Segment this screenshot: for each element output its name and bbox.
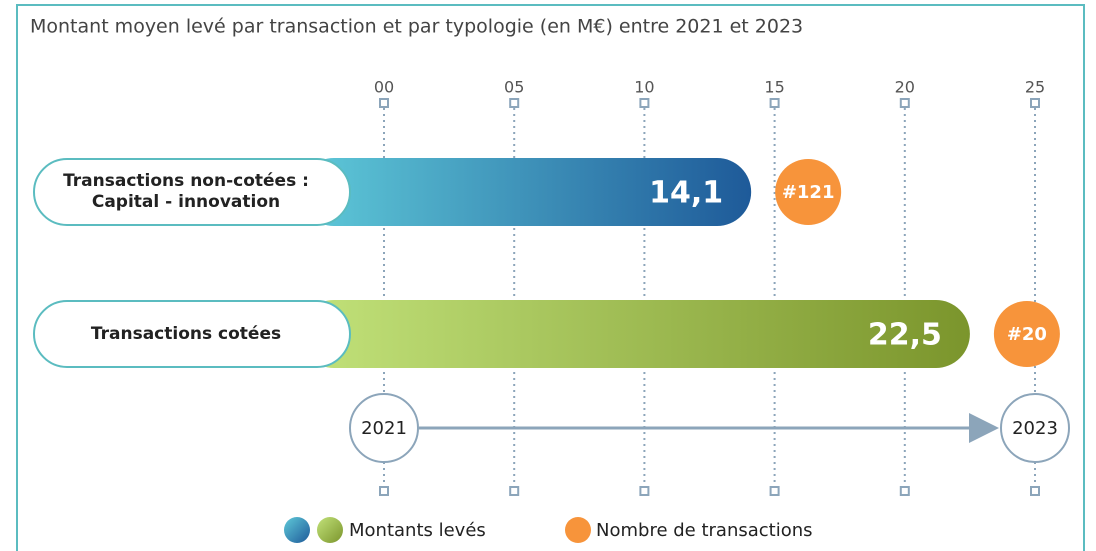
tick-mark: [769, 486, 780, 496]
bar: [300, 300, 970, 368]
count-circle: [775, 159, 842, 225]
x-tick-label: 05: [504, 78, 524, 97]
tick-mark: [639, 98, 650, 108]
tick-mark: [1030, 486, 1040, 496]
value-label: 22,5: [868, 318, 942, 353]
tick-mark: [379, 486, 389, 496]
category-label: Transactions non-cotées : Capital - inno…: [63, 171, 309, 212]
chart-title: Montant moyen levé par transaction et pa…: [30, 16, 803, 38]
count-label: #121: [782, 182, 835, 203]
x-tick-label: 25: [1025, 78, 1045, 97]
legend-swatch: [565, 517, 591, 543]
period-circle: [349, 393, 419, 463]
count-label: #20: [1007, 324, 1047, 345]
tick-mark: [769, 98, 780, 108]
tick-mark: [379, 98, 389, 108]
period-label: 2021: [361, 418, 407, 439]
x-tick-label: 20: [895, 78, 915, 97]
legend-label: Nombre de transactions: [596, 520, 813, 541]
count-circle: [993, 301, 1060, 367]
legend-swatch: [317, 517, 343, 543]
period-circle: [1000, 393, 1070, 463]
tick-mark: [639, 486, 650, 496]
frame: [16, 4, 1085, 551]
x-tick-label: 15: [764, 78, 784, 97]
category-pill: [33, 158, 351, 226]
x-tick-label: 10: [634, 78, 654, 97]
x-tick-label: 00: [374, 78, 394, 97]
tick-mark: [899, 486, 910, 496]
legend-label: Montants levés: [349, 520, 486, 541]
legend-swatch: [284, 517, 310, 543]
value-label: 14,1: [649, 176, 723, 211]
tick-mark: [899, 98, 910, 108]
tick-mark: [1030, 98, 1040, 108]
category-pill: [33, 300, 351, 368]
category-label: Transactions cotées: [90, 323, 282, 344]
tick-mark: [509, 98, 520, 108]
tick-mark: [509, 486, 520, 496]
bar: [300, 158, 752, 226]
period-label: 2023: [1012, 418, 1058, 439]
